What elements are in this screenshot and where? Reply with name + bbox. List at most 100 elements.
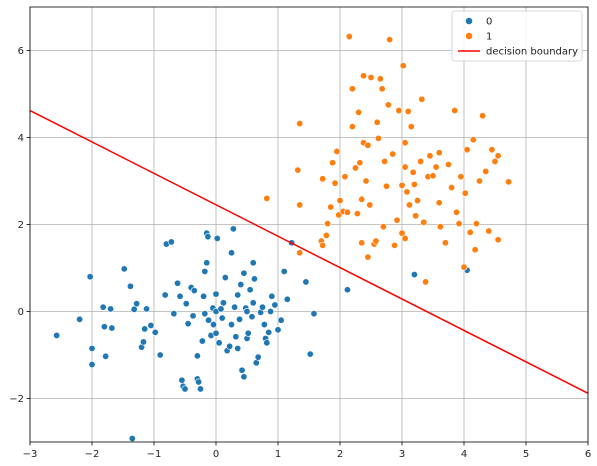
data-point-class-0 <box>205 316 213 324</box>
data-point-class-0 <box>280 267 288 275</box>
data-point-class-1 <box>319 241 327 249</box>
data-point-class-0 <box>102 352 110 360</box>
data-point-class-1 <box>469 136 477 144</box>
data-point-class-0 <box>271 301 279 309</box>
data-point-class-0 <box>248 313 256 321</box>
x-tick-label: 5 <box>523 449 529 460</box>
data-point-class-1 <box>398 181 406 189</box>
data-point-class-0 <box>201 310 209 318</box>
data-point-class-1 <box>491 157 499 165</box>
legend-label: 1 <box>486 32 492 43</box>
data-point-class-1 <box>341 173 349 181</box>
data-point-class-1 <box>296 249 304 257</box>
data-point-class-0 <box>53 331 61 339</box>
data-point-class-0 <box>238 366 246 374</box>
data-point-class-1 <box>331 179 339 187</box>
data-point-class-1 <box>263 194 271 202</box>
y-tick-label: 6 <box>18 46 24 57</box>
data-point-class-0 <box>133 300 141 308</box>
data-point-class-0 <box>237 281 245 289</box>
data-point-class-1 <box>393 216 401 224</box>
data-point-class-0 <box>213 234 221 242</box>
data-point-class-0 <box>277 316 285 324</box>
data-point-class-0 <box>234 344 242 352</box>
data-point-class-1 <box>351 164 359 172</box>
data-point-class-1 <box>345 33 353 41</box>
legend-box <box>451 10 583 62</box>
data-point-class-1 <box>401 139 409 147</box>
data-point-class-1 <box>441 239 449 247</box>
data-point-class-0 <box>174 279 182 287</box>
data-point-class-0 <box>181 385 189 393</box>
data-point-class-0 <box>182 300 190 308</box>
data-point-class-0 <box>228 249 236 257</box>
data-point-class-1 <box>391 241 399 249</box>
data-point-class-1 <box>294 166 302 174</box>
data-point-class-0 <box>88 344 96 352</box>
data-point-class-0 <box>229 225 237 233</box>
data-point-class-0 <box>231 303 239 311</box>
data-point-class-1 <box>482 167 490 175</box>
data-point-class-0 <box>120 265 128 273</box>
data-point-class-0 <box>161 291 169 299</box>
data-point-class-1 <box>373 118 381 126</box>
data-point-class-1 <box>319 175 327 183</box>
data-point-class-1 <box>435 199 443 207</box>
data-point-class-1 <box>353 210 361 218</box>
legend-label: 0 <box>486 17 492 28</box>
data-point-class-0 <box>76 315 84 323</box>
data-point-class-0 <box>265 328 273 336</box>
data-point-class-1 <box>494 152 502 160</box>
data-point-class-1 <box>405 201 413 209</box>
data-point-class-1 <box>505 178 513 186</box>
data-point-class-0 <box>195 378 203 386</box>
data-point-class-1 <box>417 157 425 165</box>
data-point-class-0 <box>249 259 257 267</box>
data-point-class-1 <box>395 107 403 115</box>
scatter-points <box>53 33 513 443</box>
data-point-class-1 <box>401 234 409 242</box>
data-point-class-1 <box>324 220 332 228</box>
data-point-class-1 <box>401 163 409 171</box>
y-tick-label: 2 <box>18 220 24 231</box>
data-point-class-0 <box>234 291 242 299</box>
data-point-class-1 <box>360 72 368 80</box>
legend-label: decision boundary <box>486 47 578 58</box>
data-point-class-0 <box>249 299 257 307</box>
data-point-class-0 <box>215 339 223 347</box>
data-point-class-1 <box>296 120 304 128</box>
data-point-class-1 <box>432 163 440 171</box>
data-point-class-0 <box>267 307 275 315</box>
data-point-class-0 <box>107 305 115 313</box>
data-point-class-1 <box>485 227 493 235</box>
data-point-class-1 <box>418 95 426 103</box>
data-point-class-1 <box>412 212 420 220</box>
y-tick-label: 0 <box>18 307 24 318</box>
data-point-class-0 <box>240 269 248 277</box>
data-point-class-1 <box>358 239 366 247</box>
data-point-class-0 <box>283 295 291 303</box>
data-point-class-1 <box>327 203 335 211</box>
x-tick-label: 0 <box>213 449 219 460</box>
data-point-class-0 <box>343 286 351 294</box>
data-point-class-1 <box>329 159 337 167</box>
data-point-class-0 <box>189 312 197 320</box>
x-tick-label: −1 <box>147 449 162 460</box>
data-point-class-1 <box>479 112 487 120</box>
data-point-class-0 <box>240 373 248 381</box>
data-point-class-0 <box>201 267 209 275</box>
data-point-class-0 <box>228 321 236 329</box>
x-tick-label: 3 <box>399 449 405 460</box>
legend-marker-class-1 <box>465 32 473 40</box>
data-point-class-0 <box>86 273 94 281</box>
data-point-class-0 <box>212 329 220 337</box>
data-point-class-1 <box>348 123 356 131</box>
y-tick-label: −2 <box>9 394 24 405</box>
y-axis-ticks: −2 0 2 4 6 <box>9 46 30 405</box>
data-point-class-1 <box>382 182 390 190</box>
data-point-class-1 <box>296 201 304 209</box>
x-tick-label: 2 <box>337 449 343 460</box>
data-point-class-1 <box>451 107 459 115</box>
data-point-class-0 <box>250 275 258 283</box>
data-point-class-1 <box>488 146 496 154</box>
